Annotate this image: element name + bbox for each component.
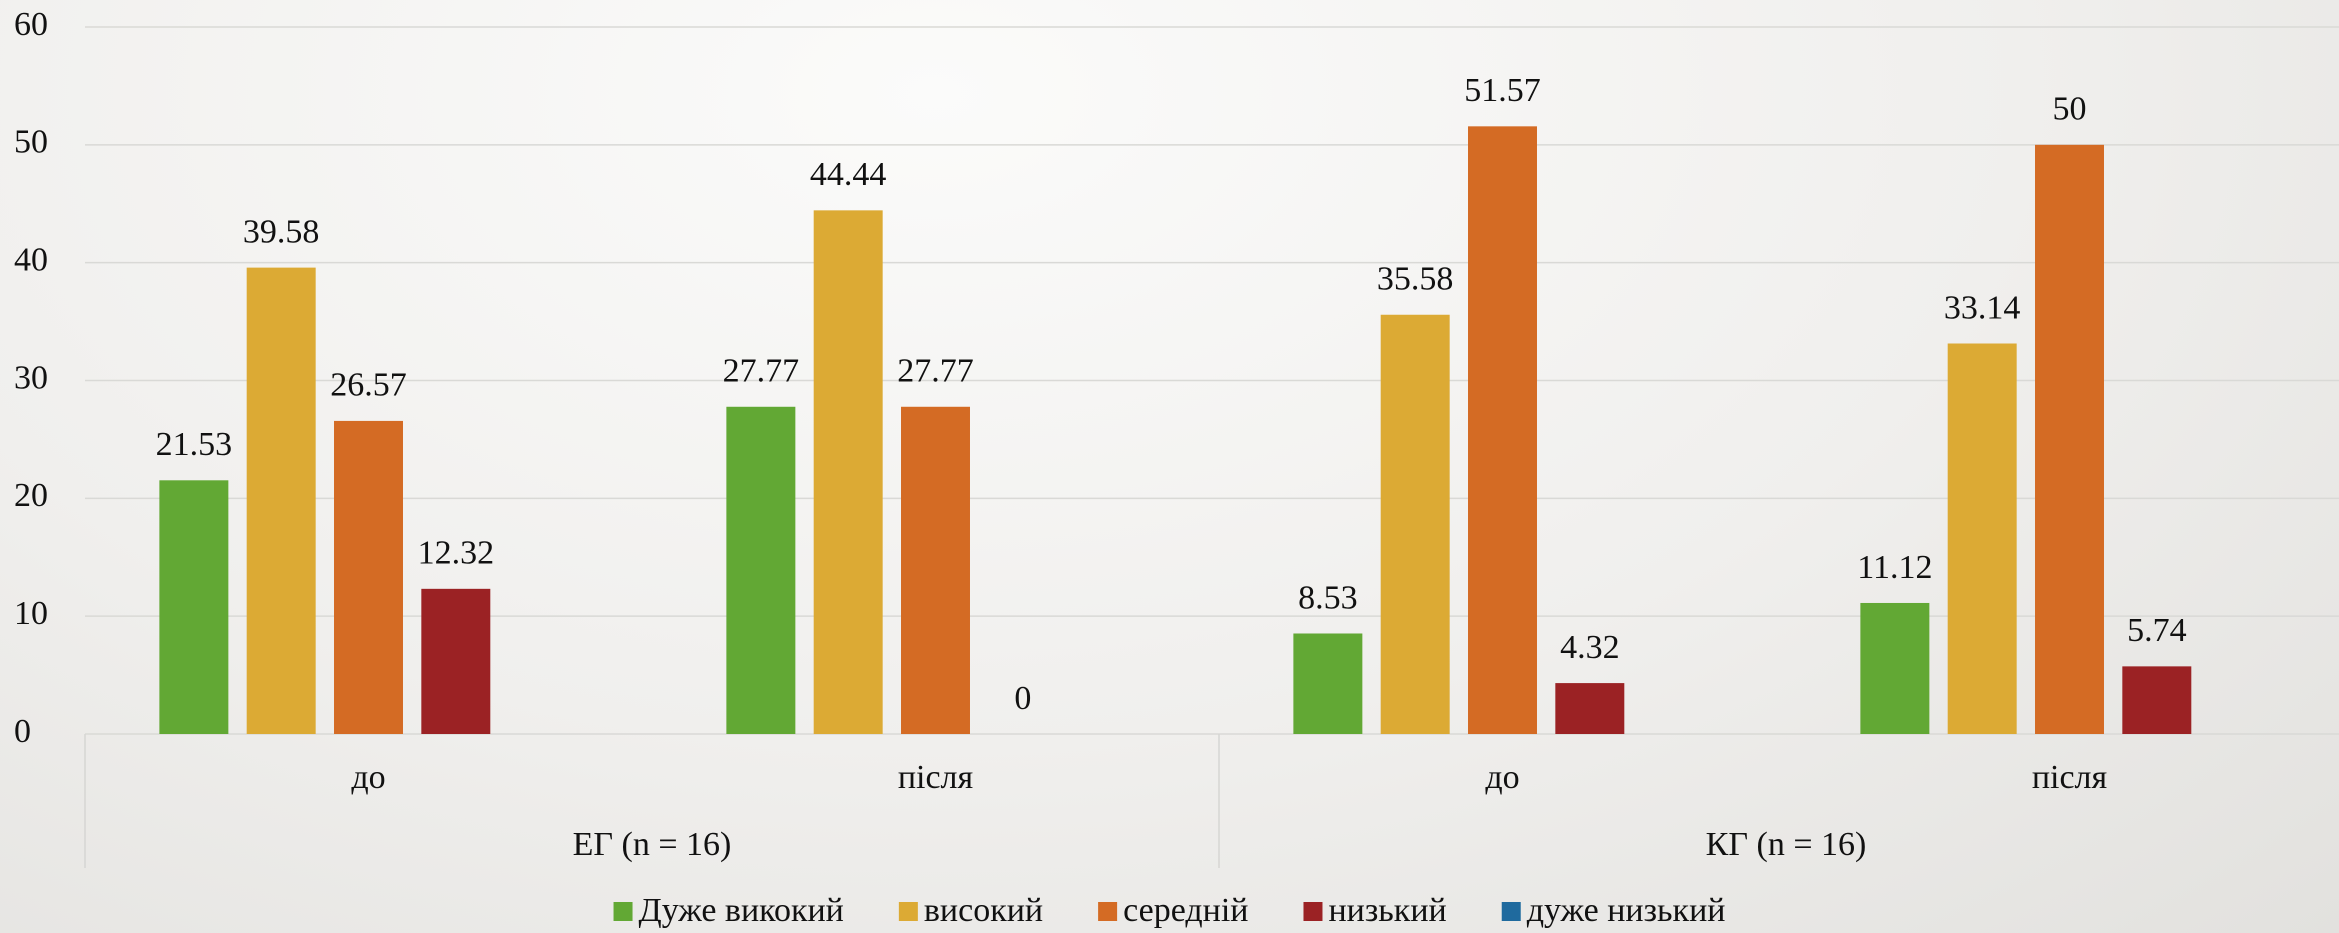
legend-label: низький xyxy=(1328,892,1446,929)
y-tick-label: 60 xyxy=(14,6,48,43)
bar xyxy=(1947,343,2017,734)
y-tick-label: 40 xyxy=(14,241,48,278)
bar xyxy=(1555,683,1625,734)
legend-swatch xyxy=(898,902,918,921)
y-tick-label: 10 xyxy=(14,595,48,632)
legend-label: Дуже викокий xyxy=(639,892,844,929)
x-tick-label: до xyxy=(351,759,385,796)
bar xyxy=(334,420,403,734)
data-label: 50 xyxy=(2053,91,2087,128)
data-label: 33.14 xyxy=(1944,289,2021,326)
bar xyxy=(2035,144,2104,735)
data-label: 11.12 xyxy=(1857,549,1932,586)
data-label: 12.32 xyxy=(418,535,495,572)
bar xyxy=(901,406,970,734)
x-tick-label: до xyxy=(1485,759,1519,796)
legend-swatch xyxy=(613,902,633,921)
data-label: 26.57 xyxy=(330,367,407,404)
y-tick-label: 0 xyxy=(14,713,31,750)
data-label: 39.58 xyxy=(243,213,320,250)
legend-label: високий xyxy=(924,892,1043,929)
bar xyxy=(2122,666,2192,734)
bar xyxy=(1293,633,1363,734)
legend-label: дуже низький xyxy=(1527,892,1726,929)
data-label: 21.53 xyxy=(156,426,233,463)
x-tick-label: після xyxy=(2032,759,2108,796)
data-label: 8.53 xyxy=(1298,579,1358,616)
data-label: 5.74 xyxy=(2127,612,2187,649)
y-tick-label: 50 xyxy=(14,124,48,161)
bar xyxy=(1380,314,1450,734)
x-tick-label: після xyxy=(898,759,974,796)
data-label: 51.57 xyxy=(1464,72,1541,109)
bar xyxy=(159,480,229,734)
y-tick-label: 20 xyxy=(14,477,48,514)
bar xyxy=(813,210,883,735)
data-label: 35.58 xyxy=(1377,261,1454,298)
bar xyxy=(246,267,316,734)
bar xyxy=(421,588,491,734)
data-label: 27.77 xyxy=(723,353,800,390)
data-label: 27.77 xyxy=(897,353,974,390)
y-tick-label: 30 xyxy=(14,359,48,396)
data-label: 4.32 xyxy=(1560,629,1620,666)
group-label: КГ (n = 16) xyxy=(1706,826,1867,863)
data-label: 44.44 xyxy=(810,156,887,193)
group-label: ЕГ (n = 16) xyxy=(573,826,732,863)
bar xyxy=(726,406,796,734)
bar xyxy=(1468,126,1537,734)
legend-swatch xyxy=(1501,902,1521,921)
legend-swatch xyxy=(1303,902,1323,921)
legend-swatch xyxy=(1098,902,1118,921)
data-label: 0 xyxy=(1014,680,1031,717)
bar xyxy=(1860,602,1930,734)
legend-label: середній xyxy=(1123,892,1248,929)
